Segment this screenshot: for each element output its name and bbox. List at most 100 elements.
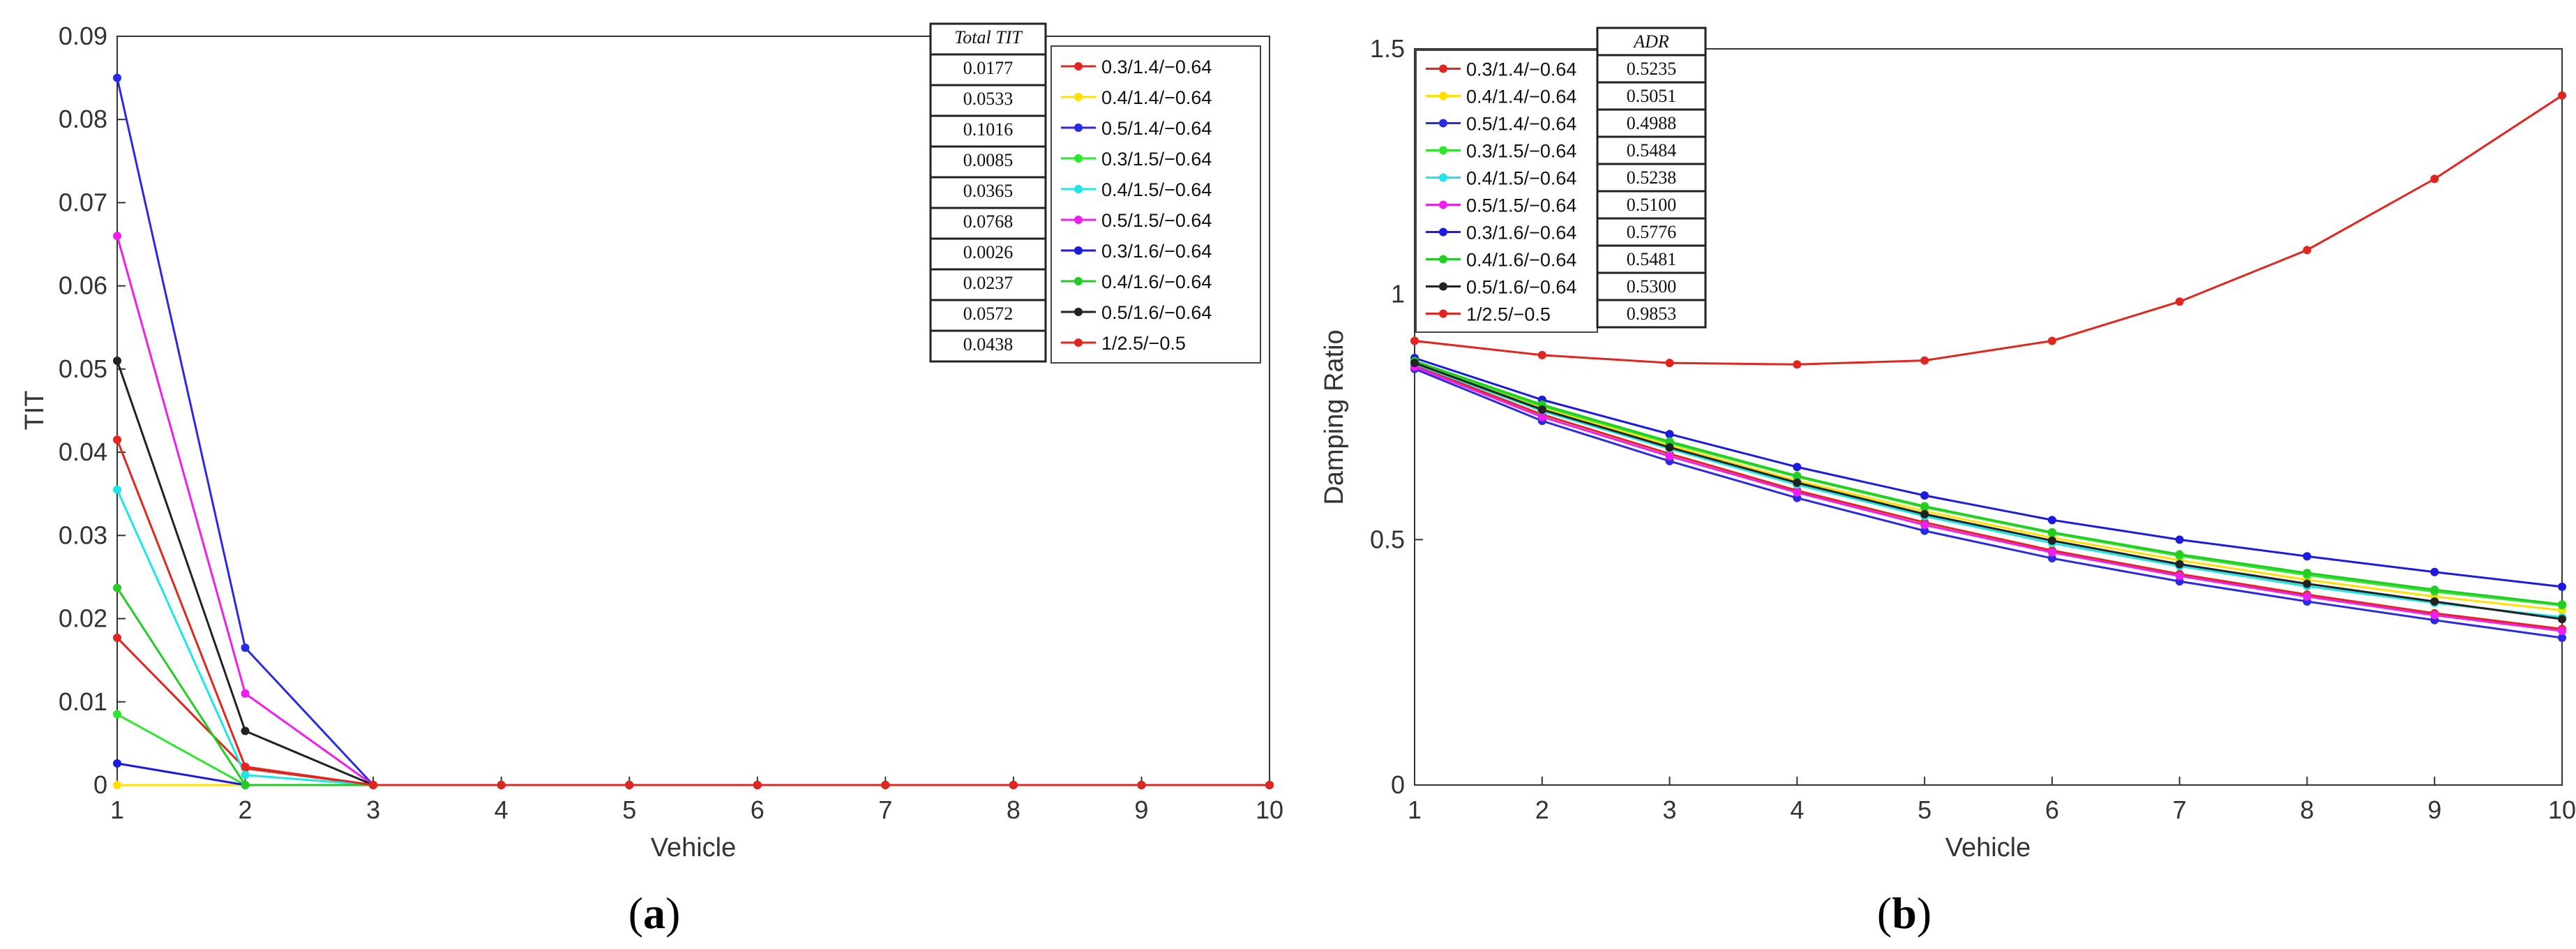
panel-b-series-line xyxy=(1414,94,2563,366)
panel-a-x-tick-label: 2 xyxy=(239,795,253,824)
panel-b: 1 2 3 4 5 6 7 8 9 10 0 0.5 1 1.5 ADR 0.3/1.4/−0.64 0.52… xyxy=(1320,27,2576,938)
panel-a-x-tick-label: 4 xyxy=(495,795,509,824)
panel-b-table-value: 0.4988 xyxy=(1627,113,1677,133)
panel-a-data-point xyxy=(113,435,121,444)
panel-b-x-tick-label: 3 xyxy=(1663,795,1677,824)
panel-a-data-point xyxy=(881,781,890,789)
panel-b-legend-marker xyxy=(1439,173,1447,182)
panel-a-x-tick-label: 8 xyxy=(1007,795,1020,824)
panel-a-legend-label: 0.5/1.5/−0.64 xyxy=(1101,210,1212,231)
panel-b-legend-label: 0.5/1.4/−0.64 xyxy=(1466,114,1576,135)
panel-b-data-point xyxy=(1920,526,1929,535)
panel-b-data-point xyxy=(1793,478,1802,487)
panel-b-data-point xyxy=(2047,516,2056,525)
panel-a-data-point xyxy=(241,726,250,735)
panel-b-legend-marker xyxy=(1439,227,1447,237)
panel-a-data-point xyxy=(241,781,250,789)
panel-b-data-point xyxy=(2047,528,2056,537)
panel-a-table-cell xyxy=(929,84,1047,117)
panel-b-data-point xyxy=(2558,582,2566,591)
panel-a-table-header-prefix: Total xyxy=(954,27,995,47)
panel-a-caption-letter: a xyxy=(643,888,665,938)
panel-a-data-point xyxy=(1265,781,1274,789)
panel-b-data-point xyxy=(2430,567,2439,576)
panel-a-y-tick-label: 0.01 xyxy=(59,687,107,716)
panel-a-data-point xyxy=(113,485,121,494)
panel-b-data-point xyxy=(2175,297,2184,306)
panel-a-table-value: 0.0438 xyxy=(963,334,1014,354)
panel-b-data-point xyxy=(2430,585,2439,595)
panel-a-legend-label: 0.5/1.6/−0.64 xyxy=(1101,302,1212,323)
panel-b-data-point xyxy=(1920,509,1929,518)
panel-a-legend-label: 0.4/1.4/−0.64 xyxy=(1101,87,1212,108)
panel-a-legend-marker xyxy=(1074,124,1083,132)
panel-b-table-cell xyxy=(1596,271,1707,301)
panel-b-table-value: 0.5481 xyxy=(1627,249,1677,269)
panel-a-y-tick-label: 0.03 xyxy=(59,521,107,549)
panel-b-data-point xyxy=(2558,627,2566,636)
panel-b-legend-label: 1/2.5/−0.5 xyxy=(1466,304,1551,325)
panel-b-data-point xyxy=(2047,554,2056,563)
panel-b-table-cell xyxy=(1596,135,1707,165)
panel-b-data-point xyxy=(1410,359,1419,368)
panel-a-data-point xyxy=(753,781,762,789)
panel-a-x-axis-label: Vehicle xyxy=(651,833,737,862)
panel-a-caption: (a) xyxy=(628,888,681,938)
panel-a-table-value: 0.0768 xyxy=(963,211,1014,232)
panel-b-legend-marker xyxy=(1439,282,1447,291)
panel-a-legend-marker xyxy=(1074,338,1083,347)
panel-a-data-point xyxy=(241,770,250,779)
panel-b-data-point xyxy=(1537,412,1546,421)
panel-a: 1 2 3 4 5 6 7 8 9 10 0 0.01 0.02 0.03 0.04 0.05 0.06 0.07… xyxy=(20,22,1283,938)
panel-b-x-tick-label: 9 xyxy=(2427,795,2441,824)
panel-b-y-tick-label: 1 xyxy=(1391,280,1405,308)
panel-a-legend-marker xyxy=(1074,154,1083,163)
panel-a-y-tick-label: 0.02 xyxy=(59,604,107,633)
panel-b-legend-marker xyxy=(1439,91,1447,100)
panel-b-legend-label: 0.4/1.6/−0.64 xyxy=(1466,250,1576,271)
panel-b-series-7 xyxy=(1410,357,2566,609)
panel-a-table-cell xyxy=(929,114,1047,148)
panel-a-legend-label: 0.5/1.4/−0.64 xyxy=(1101,118,1212,139)
panel-b-data-point xyxy=(1665,451,1674,461)
panel-a-table-cell xyxy=(929,145,1047,179)
panel-b-data-point xyxy=(1793,360,1802,369)
panel-b-table-header-var: ADR xyxy=(1632,31,1669,52)
panel-a-table-cell xyxy=(929,207,1047,240)
panel-a-table-cell xyxy=(929,299,1047,332)
panel-a-series-line xyxy=(116,439,1270,786)
panel-b-legend-label: 0.3/1.4/−0.64 xyxy=(1466,59,1576,80)
panel-b-legend-label: 0.3/1.6/−0.64 xyxy=(1466,223,1576,244)
panel-b-legend-label: 0.4/1.4/−0.64 xyxy=(1466,87,1576,107)
panel-b-data-point xyxy=(1665,430,1674,439)
panel-b-y-tick-label: 0 xyxy=(1391,770,1405,799)
panel-a-table-value: 0.0026 xyxy=(963,242,1014,262)
panel-a-legend-marker xyxy=(1074,216,1083,224)
panel-b-table-cell xyxy=(1596,81,1707,111)
panel-a-table-value: 0.0177 xyxy=(963,58,1014,78)
panel-a-data-point xyxy=(113,759,121,768)
panel-a-data-point xyxy=(113,73,121,82)
panel-b-data-point xyxy=(2558,600,2566,609)
panel-b-data-point xyxy=(1537,350,1546,359)
panel-a-table-value: 0.0572 xyxy=(963,304,1014,324)
panel-a-series-9 xyxy=(113,435,1274,789)
panel-a-y-tick-label: 0.04 xyxy=(59,438,107,466)
panel-b-series-line xyxy=(1414,363,2563,618)
panel-b-legend-label: 0.3/1.5/−0.64 xyxy=(1466,141,1576,162)
panel-b-data-point xyxy=(2430,174,2439,184)
panel-b-legend-label: 0.5/1.6/−0.64 xyxy=(1466,277,1576,298)
panel-b-data-point xyxy=(2303,552,2312,561)
panel-a-legend-label: 0.3/1.6/−0.64 xyxy=(1101,241,1212,262)
panel-b-table-value: 0.5100 xyxy=(1627,195,1677,215)
panel-a-data-point xyxy=(241,689,250,698)
panel-a-x-tick-label: 3 xyxy=(366,795,380,824)
panel-b-x-tick-label: 5 xyxy=(1918,795,1931,824)
panel-a-data-point xyxy=(113,710,121,719)
panel-b-data-point xyxy=(2558,615,2566,624)
panel-a-data-point xyxy=(497,781,506,789)
panel-a-legend xyxy=(1050,45,1261,364)
panel-b-legend-marker xyxy=(1439,309,1447,318)
panel-a-data-point xyxy=(625,781,634,789)
